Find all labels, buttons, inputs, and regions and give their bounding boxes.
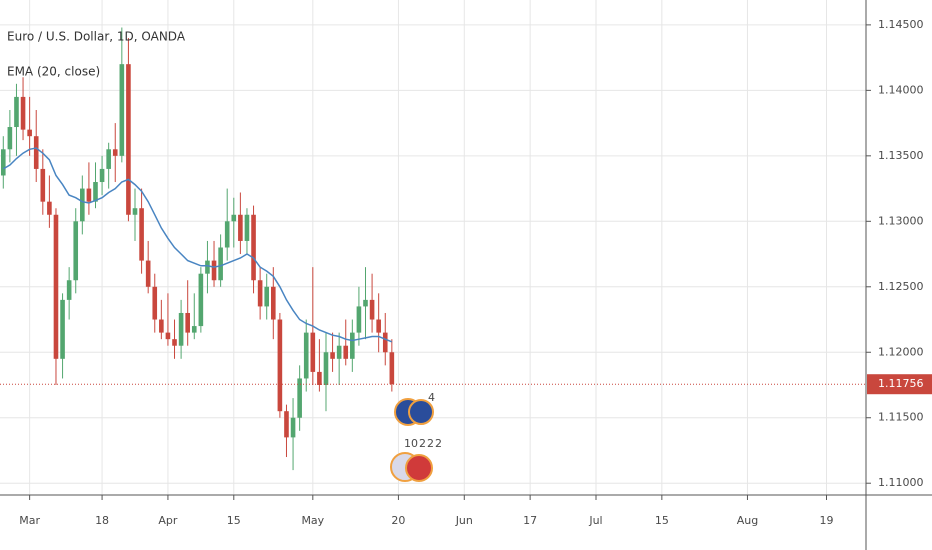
candle-body (343, 345, 349, 359)
event-count: 2 (435, 437, 442, 450)
x-tick-label: 18 (95, 514, 109, 527)
candle-body (60, 299, 65, 359)
chart-title: Euro / U.S. Dollar, 1D, OANDA (7, 30, 186, 44)
candle-body (165, 332, 171, 340)
candle-body (369, 299, 375, 320)
candle-body (323, 352, 329, 385)
legend-entry: EMA (20, close) (7, 65, 100, 79)
x-tick-label: May (301, 514, 324, 527)
candle-body (99, 168, 105, 183)
x-tick-label: 15 (655, 514, 669, 527)
last-price-tag (867, 374, 932, 395)
candle-body (152, 286, 158, 320)
candle-body (73, 221, 79, 281)
x-tick-label: 20 (391, 514, 405, 527)
candle-body (244, 214, 250, 241)
candle-body (159, 319, 164, 333)
event-count: 2 (419, 437, 426, 450)
candle-body (205, 260, 210, 274)
event-icon[interactable] (408, 399, 434, 425)
y-tick-label: 1.14000 (878, 83, 924, 96)
candle-body (264, 286, 270, 307)
candle-body (7, 127, 13, 150)
x-tick-label: Aug (737, 514, 758, 527)
x-tick-label: Mar (19, 514, 40, 527)
candle-body (382, 332, 388, 353)
x-tick-label: Jul (588, 514, 602, 527)
candle-body (389, 352, 395, 385)
candle-body (185, 312, 190, 333)
event-icons[interactable]: 4 10 2 2 2 (390, 391, 442, 482)
x-tick-label: 15 (227, 514, 241, 527)
x-tick-label: Apr (158, 514, 178, 527)
candle-body (310, 332, 316, 372)
candle-body (178, 312, 184, 346)
candle-body (93, 182, 98, 202)
event-count: 4 (428, 391, 435, 404)
x-tick-label: 19 (819, 514, 833, 527)
candle-body (270, 286, 276, 320)
candle-body (297, 378, 302, 418)
candle-body (66, 280, 72, 300)
candle-body (363, 299, 368, 307)
y-tick-label: 1.13000 (878, 214, 924, 227)
candle-body (0, 149, 6, 176)
y-tick-label: 1.11000 (878, 476, 924, 489)
candle-body (218, 247, 223, 281)
event-count: 2 (427, 437, 434, 450)
candle-body (33, 136, 39, 169)
event-icon[interactable] (405, 454, 433, 482)
candle-body (139, 208, 144, 261)
candle-body (86, 188, 92, 202)
candle-body (317, 371, 322, 385)
candle-body (224, 221, 230, 248)
last-price-label: 1.11756 (878, 377, 924, 390)
candle-body (257, 280, 263, 307)
candle-body (112, 149, 118, 156)
y-tick-label: 1.12000 (878, 345, 924, 358)
candle-body (53, 214, 59, 359)
candle-body (231, 214, 237, 222)
candle-body (172, 339, 177, 346)
candle-body (126, 64, 131, 215)
y-tick-label: 1.12500 (878, 280, 924, 293)
candle-body (284, 411, 289, 438)
candle-body (303, 332, 309, 379)
candle-body (40, 168, 46, 202)
x-tick-label: Jun (455, 514, 473, 527)
candle-body (80, 188, 85, 222)
candle-body (20, 96, 26, 130)
candle-body (356, 306, 362, 333)
x-tick-label: 17 (523, 514, 537, 527)
candle-body (330, 352, 335, 359)
candle-body (106, 149, 111, 169)
candle-body (376, 319, 381, 333)
candle-body (238, 214, 243, 241)
event-count: 10 (404, 437, 418, 450)
y-tick-label: 1.11500 (878, 411, 924, 424)
candle-body (27, 129, 32, 137)
candle-body (14, 96, 19, 128)
candle-body (350, 332, 355, 359)
candle-body (119, 64, 125, 156)
candle-body (290, 417, 296, 438)
candle-body (198, 273, 204, 327)
y-tick-label: 1.14500 (878, 18, 924, 31)
candle-body (191, 326, 197, 333)
candle-body (251, 214, 256, 281)
candle-body (277, 319, 283, 412)
candle-body (336, 345, 342, 359)
candle-body (132, 208, 138, 215)
candle-body (47, 201, 52, 215)
y-tick-label: 1.13500 (878, 149, 924, 162)
ema-line (2, 147, 393, 343)
candle-body (211, 260, 217, 281)
candle-body (145, 260, 151, 287)
